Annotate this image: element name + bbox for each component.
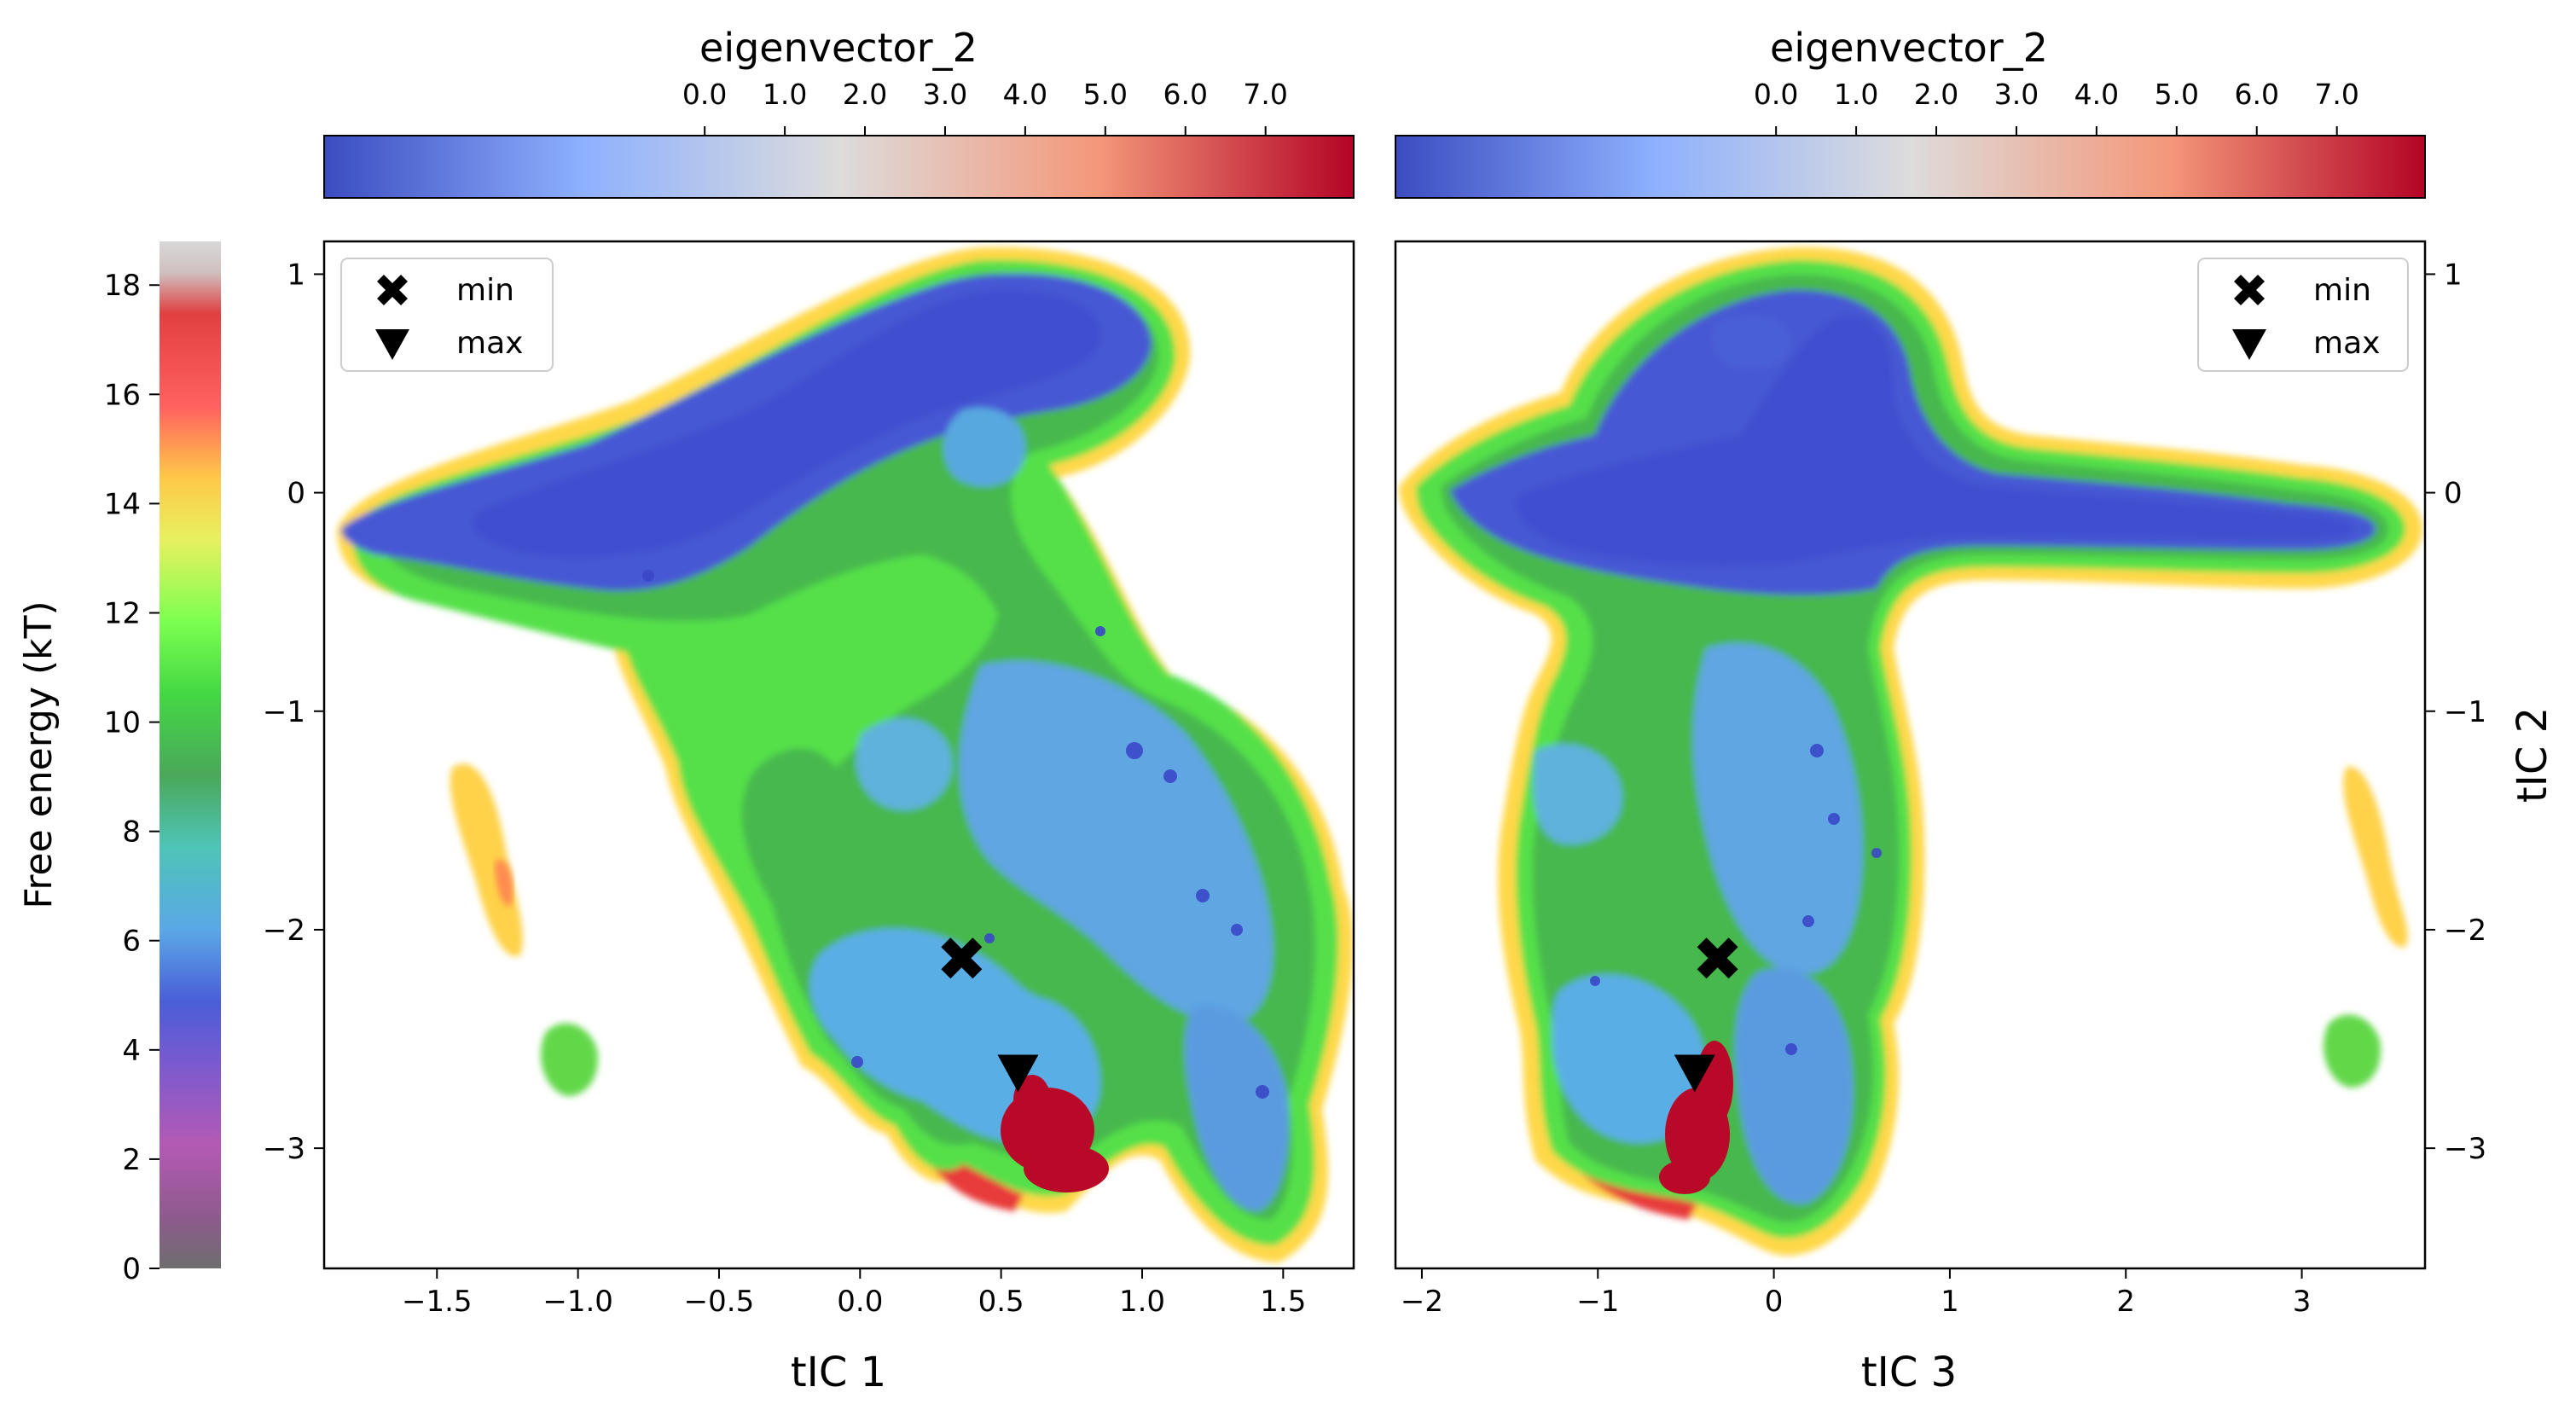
colorbar-tick-label: 2	[122, 1143, 141, 1177]
left-eigen-colorbar: eigenvector_2 0.0 1.0 2.0 3.0 4.0 5.0 6.0 7.0	[323, 25, 1355, 199]
free-energy-colorbar: 0 2 4 6 8 10 12 14 16 18 Free energy (kT)	[17, 241, 221, 1286]
left-min-marker	[941, 937, 983, 979]
colorbar-tick-label: 4	[122, 1034, 141, 1068]
x-tick-label: 1	[1941, 1285, 1959, 1319]
eigen-tick-label: 6.0	[2235, 78, 2279, 111]
colorbar-tick-label: 6	[122, 925, 141, 959]
eigen-tick-label: 2.0	[1914, 78, 1958, 111]
left-legend: min max	[340, 258, 554, 372]
right-eigen-colorbar-gradient	[1395, 135, 2426, 199]
eigen-tick-label: 4.0	[1003, 78, 1047, 111]
min-marker	[941, 937, 983, 979]
eigen-tick-label: 3.0	[1994, 78, 2039, 111]
free-energy-colorbar-gradient	[160, 241, 221, 1268]
right-eigen-colorbar-label: eigenvector_2	[1770, 25, 2048, 71]
left-legend-min-icon	[377, 275, 408, 305]
colorbar-tick-label: 18	[104, 269, 141, 303]
colorbar-tick-label: 16	[104, 378, 141, 412]
y-tick-label: 0	[2444, 477, 2463, 511]
right-axes-ticks: −2 −1 0 1 2 3 1 0 −1 −2 −3	[1401, 258, 2486, 1319]
y-tick-label: 0	[287, 477, 305, 511]
left-legend-min-label: min	[456, 273, 514, 308]
eigen-tick-label: 1.0	[1834, 78, 1878, 111]
x-tick-label: −1.0	[542, 1285, 613, 1319]
colorbar-tick-label: 0	[122, 1252, 141, 1286]
right-min-marker	[1697, 937, 1738, 979]
max-marker	[1674, 1054, 1715, 1093]
x-tick-label: 0.0	[837, 1285, 883, 1319]
x-tick-label: 3	[2293, 1285, 2312, 1319]
eigen-tick-label: 5.0	[1083, 78, 1128, 111]
y-tick-label: −3	[2444, 1132, 2486, 1166]
eigen-tick-label: 3.0	[923, 78, 967, 111]
right-eigen-colorbar-ticks: 0.0 1.0 2.0 3.0 4.0 5.0 6.0 7.0	[1754, 78, 2359, 136]
max-marker	[997, 1054, 1039, 1093]
left-axes-ticks: −1.5 −1.0 −0.5 0.0 0.5 1.0 1.5 1 0 −1 −2 −3	[263, 258, 1306, 1319]
right-eigen-colorbar: eigenvector_2 0.0 1.0 2.0 3.0 4.0 5.0 6.0 7.0	[1395, 25, 2426, 199]
right-panel: eigenvector_2 0.0 1.0 2.0 3.0 4.0 5.0 6.0 7.0	[1394, 25, 2556, 1396]
colorbar-tick-label: 10	[104, 706, 141, 740]
colorbar-tick-label: 14	[104, 487, 141, 521]
colorbar-tick-label: 12	[104, 596, 141, 630]
right-legend-max-label: max	[2313, 326, 2380, 361]
right-x-axis-label: tIC 3	[1861, 1349, 1957, 1396]
right-legend: min max	[2197, 258, 2409, 372]
eigen-tick-label: 0.0	[1754, 78, 1798, 111]
y-tick-label: −1	[263, 695, 305, 729]
right-legend-min-label: min	[2313, 273, 2371, 308]
left-max-marker	[997, 1054, 1039, 1093]
left-landscape	[337, 247, 1354, 1262]
eigen-tick-label: 5.0	[2155, 78, 2199, 111]
right-legend-max-icon	[2232, 329, 2266, 360]
eigen-tick-label: 4.0	[2074, 78, 2119, 111]
left-legend-max-label: max	[456, 326, 523, 361]
free-energy-colorbar-label: Free energy (kT)	[17, 601, 61, 908]
x-tick-label: 1.0	[1119, 1285, 1165, 1319]
left-axes-frame	[322, 240, 1355, 1270]
x-tick-label: 2	[2116, 1285, 2135, 1319]
right-y-axis-label: tIC 2	[2509, 707, 2556, 803]
left-x-axis-label: tIC 1	[791, 1349, 886, 1396]
y-tick-label: 1	[287, 258, 305, 292]
free-energy-colorbar-ticks: 0 2 4 6 8 10 12 14 16 18	[104, 269, 160, 1286]
left-eigen-colorbar-gradient	[323, 135, 1355, 199]
eigen-tick-label: 7.0	[2314, 78, 2358, 111]
eigen-tick-label: 0.0	[682, 78, 727, 111]
y-tick-label: −3	[263, 1132, 305, 1166]
left-eigen-colorbar-ticks: 0.0 1.0 2.0 3.0 4.0 5.0 6.0 7.0	[682, 78, 1288, 136]
right-axes-frame	[1394, 240, 2427, 1270]
y-tick-label: −2	[263, 914, 305, 948]
x-tick-label: −0.5	[684, 1285, 755, 1319]
left-panel: eigenvector_2 0.0 1.0 2.0 3.0 4.0 5.0 6.0 7.0	[263, 25, 1355, 1396]
x-tick-label: 1.5	[1260, 1285, 1306, 1319]
left-red-points	[1001, 1075, 1109, 1192]
right-legend-min-icon	[2234, 275, 2265, 305]
eigen-tick-label: 1.0	[763, 78, 807, 111]
eigen-tick-label: 6.0	[1163, 78, 1208, 111]
y-tick-label: −1	[2444, 695, 2486, 729]
left-eigen-colorbar-label: eigenvector_2	[699, 25, 978, 71]
x-tick-label: −1.5	[402, 1285, 473, 1319]
right-max-marker	[1674, 1054, 1715, 1093]
eigen-tick-label: 7.0	[1243, 78, 1287, 111]
x-tick-label: −1	[1576, 1285, 1619, 1319]
colorbar-tick-label: 8	[122, 815, 141, 850]
right-landscape	[1399, 247, 2422, 1256]
y-tick-label: −2	[2444, 914, 2486, 948]
x-tick-label: −2	[1401, 1285, 1443, 1319]
min-marker	[1697, 937, 1738, 979]
eigen-tick-label: 2.0	[843, 78, 887, 111]
left-legend-max-icon	[375, 329, 409, 360]
x-tick-label: 0.5	[978, 1285, 1024, 1319]
x-tick-label: 0	[1765, 1285, 1784, 1319]
y-tick-label: 1	[2444, 258, 2463, 292]
